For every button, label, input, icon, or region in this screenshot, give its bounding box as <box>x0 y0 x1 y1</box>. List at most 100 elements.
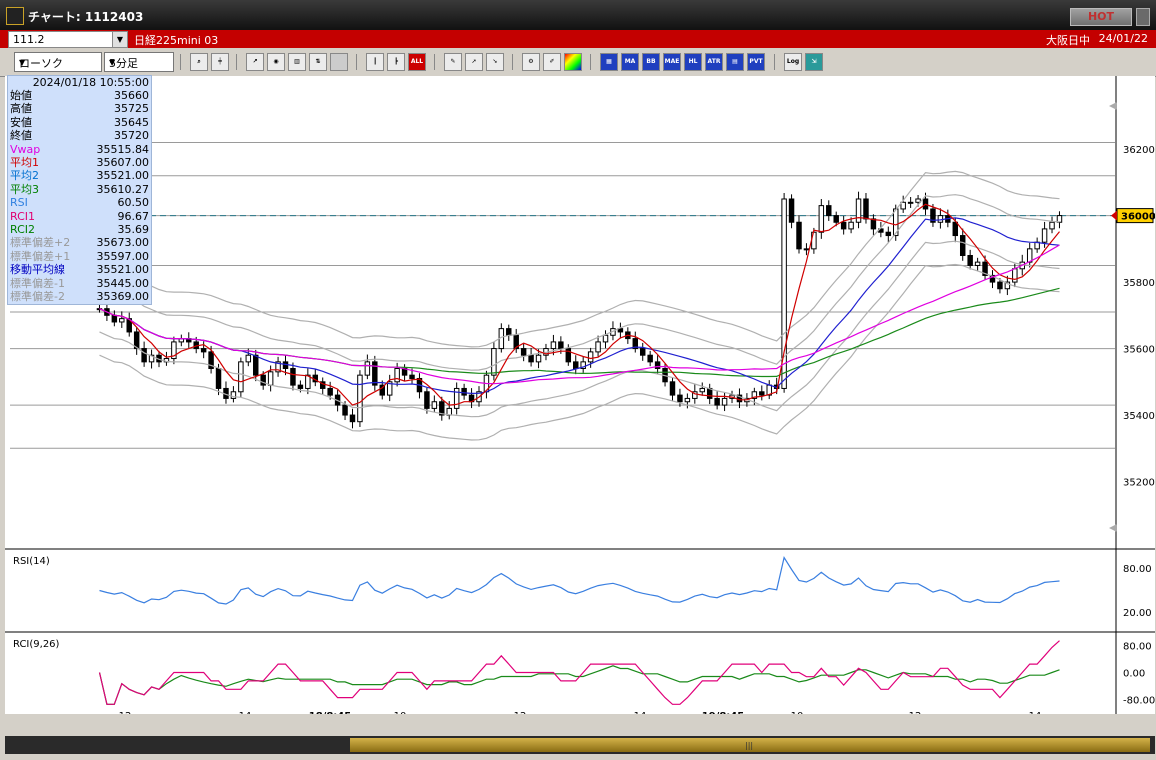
scroll-up-icon <box>1109 102 1117 110</box>
info-row: 高値 35725 <box>10 102 149 115</box>
blank-icon[interactable] <box>330 53 348 71</box>
time-tick-label: 14 <box>634 711 647 714</box>
pen-icon[interactable]: ✐ <box>543 53 561 71</box>
info-datetime-row: 2024/01/18 10:55:00 <box>10 76 149 89</box>
mae-icon[interactable]: MAE <box>663 53 681 71</box>
candle-icon[interactable]: ┃ <box>366 53 384 71</box>
info-row: 標準偏差+1 35597.00 <box>10 250 149 263</box>
info-value: 35515.84 <box>96 142 150 156</box>
bb2-icon[interactable]: ▤ <box>726 53 744 71</box>
info-row: RCI2 35.69 <box>10 223 149 236</box>
info-label: 始値 <box>10 89 32 102</box>
info-label: RCI2 <box>10 223 36 236</box>
interval-select[interactable]: 5分足 ▼ <box>104 52 174 72</box>
chart-area[interactable]: 3620036000358003560035400352003600012141… <box>5 76 1156 722</box>
info-row: 平均2 35521.00 <box>10 169 149 182</box>
info-row: 終値 35720 <box>10 129 149 142</box>
candle-body <box>684 397 691 403</box>
volume-icon[interactable]: ▦ <box>600 53 618 71</box>
arrow-icon[interactable]: ➘ <box>486 53 504 71</box>
log-icon[interactable]: Log <box>784 53 802 71</box>
hot-close-button[interactable] <box>1136 8 1150 26</box>
price-tick-label: 35400 <box>1123 411 1155 422</box>
candle-body <box>937 215 944 223</box>
crosshair-icon[interactable]: ╪ <box>211 53 229 71</box>
candle-body <box>342 404 348 416</box>
zoom-icon[interactable]: ⌕ <box>190 53 208 71</box>
chevron-down-icon: ▼ <box>109 58 116 67</box>
chart-type-select[interactable]: ローソク ▼ <box>14 52 102 72</box>
candle-body <box>669 381 676 396</box>
candle-body <box>535 354 542 363</box>
ma-icon[interactable]: MA <box>621 53 639 71</box>
toolbar: ローソク ▼ 5分足 ▼ ⌕ ╪ ↗ ◉ ▥ ⇅ ┃ ┣ ALL ✎ ➚ ➘ ⚙… <box>0 48 1156 77</box>
scrollbar-thumb[interactable] <box>350 738 1150 752</box>
atr-icon[interactable]: ATR <box>705 53 723 71</box>
candle-body <box>997 281 1003 290</box>
select-icon[interactable]: ➚ <box>465 53 483 71</box>
price-tick-label: 36200 <box>1123 145 1155 156</box>
toolbar-separator <box>236 54 237 70</box>
rsi-label: RSI(14) <box>13 556 50 567</box>
candle-body <box>431 401 438 409</box>
candle-body <box>803 248 810 251</box>
info-row: 平均1 35607.00 <box>10 156 149 169</box>
moving-average-1 <box>99 203 1060 406</box>
draw-icon[interactable]: ✎ <box>444 53 462 71</box>
trend-icon[interactable]: ↗ <box>246 53 264 71</box>
export-icon[interactable]: ⇲ <box>805 53 823 71</box>
candle-body <box>647 354 653 363</box>
market-name: 大阪日中 <box>1046 34 1090 47</box>
palette-icon[interactable] <box>564 53 582 71</box>
candle-body <box>133 331 140 350</box>
candle-body <box>439 401 445 416</box>
info-value: 35607.00 <box>96 156 150 169</box>
info-value: 35660 <box>114 89 149 102</box>
candle-body <box>714 397 720 406</box>
hot-button[interactable]: HOT <box>1070 8 1132 26</box>
price-tick-label: 35200 <box>1123 478 1155 489</box>
bb-icon[interactable]: BB <box>642 53 660 71</box>
info-row: RSI 60.50 <box>10 196 149 209</box>
candle-body <box>699 387 705 393</box>
settings-icon[interactable]: ⚙ <box>522 53 540 71</box>
info-label: RCI1 <box>10 209 36 223</box>
toolbar-separator <box>180 54 181 70</box>
candle-body <box>372 361 378 386</box>
info-row: RCI1 96.67 <box>10 210 149 223</box>
current-price-label: 36000 <box>1121 212 1155 223</box>
pvt-icon[interactable]: PVT <box>747 53 765 71</box>
chart-canvas[interactable]: 3620036000358003560035400352003600012141… <box>5 76 1156 722</box>
hl-icon[interactable]: HL <box>684 53 702 71</box>
rci1-line <box>98 640 1060 705</box>
candle-body <box>349 414 356 423</box>
info-row: 標準偏差-2 35369.00 <box>10 290 149 303</box>
info-datetime: 2024/01/18 10:55:00 <box>32 76 149 89</box>
price-info-panel: 2024/01/18 10:55:00 始値 35660 高値 35725 安値 3564… <box>7 75 152 305</box>
candle-body <box>394 368 400 383</box>
candle-body <box>617 328 624 333</box>
candle-body <box>833 215 839 223</box>
time-tick-label: 12 <box>909 711 922 714</box>
candle-body <box>639 348 646 356</box>
symbol-code-combobox[interactable]: 111.2 ▼ <box>8 31 128 48</box>
chart-icon[interactable]: ▥ <box>288 53 306 71</box>
bollinger-upper2 <box>99 170 1060 348</box>
candle-body <box>788 198 795 223</box>
candle-body <box>319 381 326 389</box>
info-row: 安値 35645 <box>10 116 149 129</box>
tool-icon[interactable]: ◉ <box>267 53 285 71</box>
chevron-down-icon[interactable]: ▼ <box>112 32 127 47</box>
candle-body <box>759 391 765 396</box>
candle-body <box>171 341 177 360</box>
candle-body <box>565 348 572 363</box>
scale-icon[interactable]: ⇅ <box>309 53 327 71</box>
all-icon[interactable]: ALL <box>408 53 426 71</box>
candle-body <box>1012 268 1018 283</box>
candle-adj-icon[interactable]: ┣ <box>387 53 405 71</box>
scroll-down-icon <box>1109 524 1117 532</box>
candle-body <box>751 391 758 399</box>
time-tick-label: 10 <box>394 711 407 714</box>
candle-body <box>386 381 393 396</box>
candle-body <box>654 361 661 370</box>
